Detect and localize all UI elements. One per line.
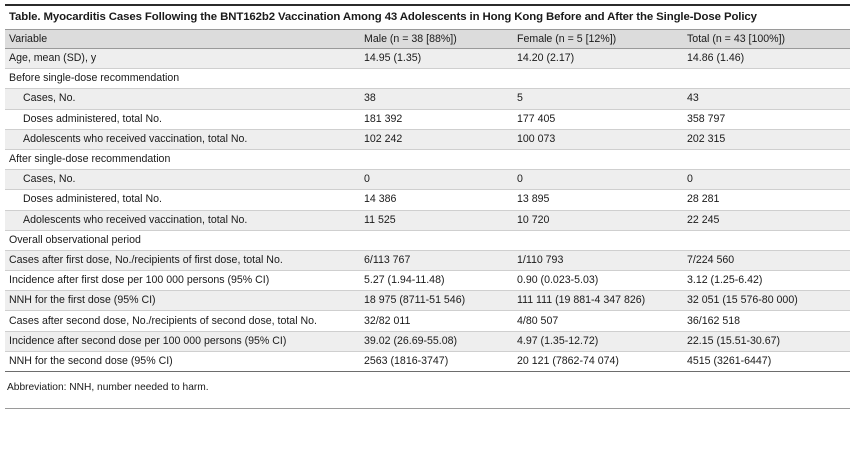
table-row: NNH for the first dose (95% CI) 18 975 (8… <box>5 290 850 311</box>
male-cell: 38 <box>364 92 376 105</box>
female-cell: 4/80 507 <box>517 314 559 327</box>
variable-cell: Doses administered, total No. <box>23 193 162 206</box>
variable-cell: Cases after first dose, No./recipients o… <box>9 253 283 266</box>
male-cell <box>360 230 513 250</box>
table-row: Age, mean (SD), y 14.95 (1.35) 14.20 (2.17… <box>5 48 850 69</box>
total-cell: 358 797 <box>687 112 726 125</box>
total-cell <box>683 69 850 89</box>
variable-cell: Age, mean (SD), y <box>9 52 97 65</box>
table-row: Incidence after second dose per 100 000 … <box>5 331 850 352</box>
total-cell: 22.15 (15.51-30.67) <box>687 334 781 347</box>
female-cell: 0 <box>517 173 523 186</box>
female-cell <box>513 230 683 250</box>
variable-cell: After single-dose recommendation <box>9 153 171 166</box>
table-row: Cases, No. 0 0 0 <box>5 169 850 190</box>
table-title: Table. Myocarditis Cases Following the B… <box>9 11 757 23</box>
female-cell: 4.97 (1.35-12.72) <box>517 334 599 347</box>
section-row: Overall observational period <box>5 230 850 251</box>
footnote: Abbreviation: NNH, number needed to harm… <box>7 382 209 393</box>
male-cell: 2563 (1816-3747) <box>364 354 449 367</box>
variable-cell: Cases after second dose, No./recipients … <box>9 314 317 327</box>
male-cell <box>360 69 513 89</box>
total-cell: 4515 (3261-6447) <box>687 354 772 367</box>
variable-cell: NNH for the first dose (95% CI) <box>9 294 156 307</box>
variable-cell: Incidence after first dose per 100 000 p… <box>9 274 270 287</box>
column-header-total: Total (n = 43 [100%]) <box>687 33 786 45</box>
male-cell <box>360 149 513 169</box>
total-cell: 7/224 560 <box>687 253 735 266</box>
male-cell: 102 242 <box>364 132 403 145</box>
header-row: Variable Male (n = 38 [88%]) Female (n =… <box>5 29 850 49</box>
total-cell: 0 <box>687 173 693 186</box>
total-cell: 14.86 (1.46) <box>687 52 745 65</box>
female-cell: 10 720 <box>517 213 550 226</box>
table-row: Doses administered, total No. 181 392 177 … <box>5 109 850 130</box>
variable-cell: Doses administered, total No. <box>23 112 162 125</box>
variable-cell: Adolescents who received vaccination, to… <box>23 213 248 226</box>
male-cell: 32/82 011 <box>364 314 411 327</box>
table-row: Cases after second dose, No./recipients … <box>5 310 850 332</box>
total-cell: 32 051 (15 576-80 000) <box>687 294 798 307</box>
female-cell: 111 111 (19 881-4 347 826) <box>517 294 646 307</box>
section-row: Before single-dose recommendation <box>5 68 850 89</box>
table-row: Adolescents who received vaccination, to… <box>5 210 850 231</box>
total-cell: 36/162 518 <box>687 314 741 327</box>
top-rule <box>5 4 850 6</box>
female-cell: 100 073 <box>517 132 556 145</box>
male-cell: 14.95 (1.35) <box>364 52 422 65</box>
total-cell: 43 <box>687 92 699 105</box>
female-cell: 1/110 793 <box>517 253 564 266</box>
male-cell: 5.27 (1.94-11.48) <box>364 274 445 287</box>
data-table: Variable Male (n = 38 [88%]) Female (n =… <box>5 29 850 372</box>
table-row: Cases after first dose, No./recipients o… <box>5 250 850 271</box>
total-cell: 3.12 (1.25-6.42) <box>687 274 763 287</box>
male-cell: 14 386 <box>364 193 397 206</box>
column-header-variable: Variable <box>9 33 48 45</box>
bottom-rule <box>5 408 850 409</box>
table-row: Doses administered, total No. 14 386 13 89… <box>5 189 850 210</box>
female-cell: 0.90 (0.023-5.03) <box>517 274 599 287</box>
section-row: After single-dose recommendation <box>5 149 850 170</box>
total-cell: 22 245 <box>687 213 720 226</box>
total-cell <box>683 230 850 250</box>
variable-cell: NNH for the second dose (95% CI) <box>9 354 173 367</box>
variable-cell: Overall observational period <box>9 233 141 246</box>
total-cell <box>683 149 850 169</box>
female-cell: 5 <box>517 92 523 105</box>
female-cell: 177 405 <box>517 112 556 125</box>
male-cell: 39.02 (26.69-55.08) <box>364 334 458 347</box>
female-cell: 14.20 (2.17) <box>517 52 575 65</box>
column-header-female: Female (n = 5 [12%]) <box>517 33 617 45</box>
female-cell: 20 121 (7862-74 074) <box>517 354 619 367</box>
table-figure: Table. Myocarditis Cases Following the B… <box>5 4 850 409</box>
column-header-male: Male (n = 38 [88%]) <box>364 33 457 45</box>
table-row: Adolescents who received vaccination, to… <box>5 129 850 150</box>
total-cell: 202 315 <box>687 132 726 145</box>
male-cell: 181 392 <box>364 112 403 125</box>
table-row: Cases, No. 38 5 43 <box>5 88 850 110</box>
female-cell <box>513 69 683 89</box>
female-cell <box>513 149 683 169</box>
variable-cell: Incidence after second dose per 100 000 … <box>9 334 287 347</box>
female-cell: 13 895 <box>517 193 550 206</box>
male-cell: 0 <box>364 173 370 186</box>
total-cell: 28 281 <box>687 193 720 206</box>
male-cell: 11 525 <box>364 213 396 226</box>
table-row: NNH for the second dose (95% CI) 2563 (18… <box>5 351 850 372</box>
variable-cell: Adolescents who received vaccination, to… <box>23 132 248 145</box>
male-cell: 6/113 767 <box>364 253 411 266</box>
variable-cell: Before single-dose recommendation <box>9 72 180 85</box>
variable-cell: Cases, No. <box>23 92 76 105</box>
table-row: Incidence after first dose per 100 000 p… <box>5 270 850 291</box>
table-body: Age, mean (SD), y 14.95 (1.35) 14.20 (2.17… <box>5 48 850 372</box>
variable-cell: Cases, No. <box>23 173 76 186</box>
male-cell: 18 975 (8711-51 546) <box>364 294 466 307</box>
